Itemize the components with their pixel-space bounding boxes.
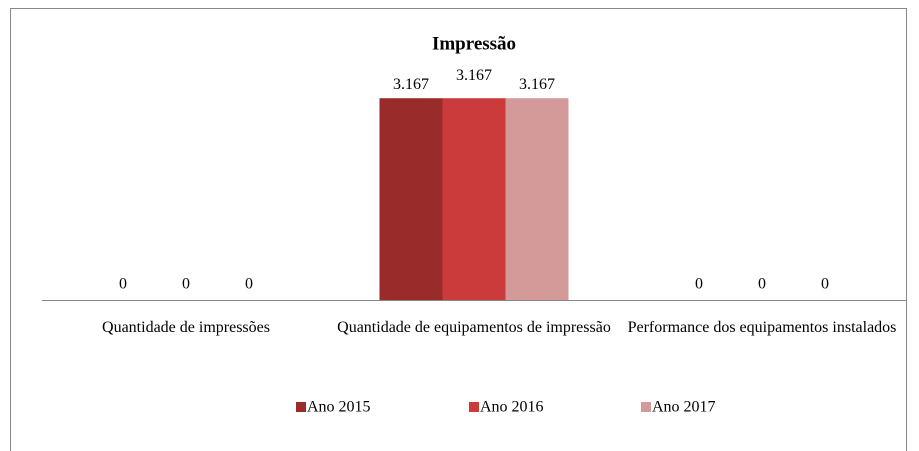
legend-swatch xyxy=(641,402,651,412)
x-tick-label: Performance dos equipamentos instalados xyxy=(627,319,897,336)
data-label: 3.167 xyxy=(519,76,555,93)
data-label: 0 xyxy=(821,276,829,293)
data-label: 0 xyxy=(182,276,190,293)
chart-title: Impressão xyxy=(432,33,516,54)
x-tick-label: Quantidade de impressões xyxy=(102,319,270,336)
legend-label: Ano 2016 xyxy=(480,399,544,416)
legend-label: Ano 2017 xyxy=(652,399,716,416)
data-label: 0 xyxy=(119,276,127,293)
x-tick-label: Quantidade de equipamentos de impressão xyxy=(337,319,611,336)
legend-label: Ano 2015 xyxy=(307,399,371,416)
legend-swatch xyxy=(296,402,306,412)
data-label: 3.167 xyxy=(456,67,492,84)
data-label: 0 xyxy=(245,276,253,293)
bar xyxy=(505,98,569,300)
legend-swatch xyxy=(469,402,479,412)
data-label: 0 xyxy=(758,276,766,293)
data-label: 0 xyxy=(695,276,703,293)
bar xyxy=(379,98,443,300)
chart-frame xyxy=(10,8,907,451)
data-label: 3.167 xyxy=(393,76,429,93)
bar xyxy=(442,98,506,300)
